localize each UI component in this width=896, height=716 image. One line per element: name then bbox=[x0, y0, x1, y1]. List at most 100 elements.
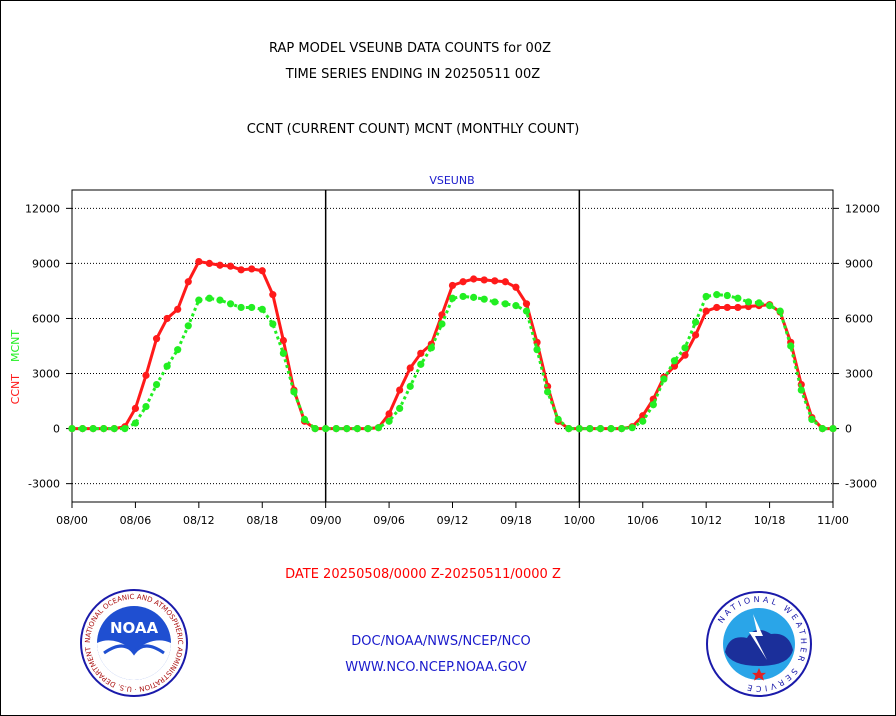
data-point-ccnt bbox=[237, 266, 245, 274]
series-group bbox=[68, 257, 837, 433]
data-point-mcnt bbox=[797, 386, 805, 394]
grid-lines bbox=[72, 207, 833, 485]
data-point-mcnt bbox=[713, 291, 721, 299]
y-tick-label-right: 0 bbox=[845, 423, 852, 436]
data-point-mcnt bbox=[596, 424, 605, 433]
data-point-mcnt bbox=[723, 291, 731, 300]
data-point-ccnt bbox=[216, 261, 224, 269]
x-tick-label: 10/00 bbox=[563, 514, 595, 527]
data-point-mcnt bbox=[459, 292, 467, 301]
noaa-logo: NATIONAL OCEANIC AND ATMOSPHERIC ADMINIS… bbox=[80, 589, 188, 697]
y-tick-label-left: 12000 bbox=[25, 202, 60, 215]
data-point-mcnt bbox=[649, 401, 657, 409]
x-tick-label: 09/18 bbox=[500, 514, 532, 527]
doc-noaa-link[interactable]: DOC/NOAA/NWS/NCEP/NCO bbox=[351, 634, 530, 649]
data-point-ccnt bbox=[417, 349, 425, 357]
nws-logo: NATIONAL WEATHER SERVICE bbox=[706, 591, 812, 697]
y-tick-label-right: 3000 bbox=[845, 368, 873, 381]
data-point-mcnt bbox=[586, 424, 594, 433]
data-point-mcnt bbox=[744, 298, 753, 306]
series-line-mcnt bbox=[72, 293, 833, 431]
data-point-mcnt bbox=[142, 402, 150, 411]
data-point-mcnt bbox=[184, 322, 192, 330]
data-point-ccnt bbox=[501, 278, 509, 286]
data-point-ccnt bbox=[174, 305, 182, 313]
data-point-ccnt bbox=[702, 307, 710, 315]
data-point-mcnt bbox=[691, 318, 700, 326]
data-point-mcnt bbox=[195, 296, 203, 304]
nco-website-link[interactable]: WWW.NCO.NCEP.NOAA.GOV bbox=[345, 660, 527, 675]
y-tick-label-left: -3000 bbox=[28, 478, 60, 491]
data-point-mcnt bbox=[681, 344, 689, 352]
data-point-ccnt bbox=[396, 386, 404, 394]
data-point-ccnt bbox=[459, 278, 467, 286]
data-point-ccnt bbox=[152, 335, 161, 343]
data-point-mcnt bbox=[734, 294, 742, 302]
data-point-mcnt bbox=[385, 417, 393, 425]
data-point-mcnt bbox=[776, 307, 784, 315]
series-mcnt bbox=[68, 291, 837, 433]
x-tick-label: 09/00 bbox=[310, 514, 342, 527]
data-point-mcnt bbox=[290, 388, 298, 396]
data-point-ccnt bbox=[723, 303, 731, 312]
noaa-logo-text: NOAA bbox=[110, 619, 159, 637]
data-point-ccnt bbox=[279, 336, 287, 345]
data-point-ccnt bbox=[512, 283, 520, 291]
data-point-ccnt bbox=[248, 265, 256, 273]
data-point-mcnt bbox=[787, 342, 795, 350]
data-point-ccnt bbox=[269, 291, 277, 299]
y-tick-label-left: 9000 bbox=[32, 257, 60, 270]
data-point-mcnt bbox=[575, 424, 583, 433]
title-line2: TIME SERIES ENDING IN 20250511 00Z bbox=[285, 67, 541, 82]
data-point-mcnt bbox=[406, 382, 414, 390]
ylabel-left: CCNT MCNT bbox=[9, 330, 22, 405]
data-point-mcnt bbox=[639, 417, 647, 425]
x-tick-label: 09/12 bbox=[437, 514, 469, 527]
data-point-mcnt bbox=[607, 424, 615, 433]
data-point-mcnt bbox=[618, 424, 626, 433]
data-point-ccnt bbox=[163, 314, 171, 323]
data-point-mcnt bbox=[152, 380, 161, 389]
data-point-mcnt bbox=[808, 415, 816, 424]
x-tick-label: 08/00 bbox=[56, 514, 88, 527]
title-line1: RAP MODEL VSEUNB DATA COUNTS for 00Z bbox=[269, 41, 551, 56]
data-point-mcnt bbox=[163, 362, 171, 370]
x-tick-label: 10/12 bbox=[690, 514, 722, 527]
data-point-mcnt bbox=[491, 298, 499, 306]
title-line3: CCNT (CURRENT COUNT) MCNT (MONTHLY COUNT… bbox=[247, 122, 580, 137]
y-tick-label-right: 12000 bbox=[845, 202, 880, 215]
data-point-ccnt bbox=[448, 281, 457, 290]
data-point-mcnt bbox=[818, 424, 827, 433]
data-point-mcnt bbox=[374, 424, 383, 432]
data-point-mcnt bbox=[174, 346, 182, 354]
data-point-mcnt bbox=[343, 424, 351, 433]
axes: -3000 -3000 0 0 3000 3000 6000 6000 9000 9000 1200… bbox=[25, 189, 880, 527]
data-point-mcnt bbox=[544, 388, 552, 396]
data-point-ccnt bbox=[258, 267, 266, 275]
data-point-mcnt bbox=[332, 424, 340, 433]
y-tick-label-right: 6000 bbox=[845, 312, 873, 325]
data-point-mcnt bbox=[628, 424, 636, 432]
data-point-ccnt bbox=[131, 404, 140, 412]
data-point-mcnt bbox=[765, 302, 774, 310]
data-point-ccnt bbox=[184, 278, 192, 286]
y-tick-label-left: 3000 bbox=[32, 368, 60, 381]
y-tick-label-right: 9000 bbox=[845, 257, 873, 270]
data-point-mcnt bbox=[216, 296, 224, 304]
data-point-mcnt bbox=[512, 302, 520, 310]
data-point-ccnt bbox=[205, 259, 214, 268]
data-point-mcnt bbox=[438, 320, 446, 328]
data-point-mcnt bbox=[248, 303, 256, 312]
date-range: DATE 20250508/0000 Z-20250511/0000 Z bbox=[285, 567, 561, 582]
data-point-mcnt bbox=[501, 300, 509, 308]
y-tick-label-left: 0 bbox=[53, 423, 60, 436]
data-point-mcnt bbox=[131, 419, 140, 427]
data-point-ccnt bbox=[226, 262, 235, 270]
x-tick-label: 08/06 bbox=[120, 514, 152, 527]
data-point-mcnt bbox=[670, 357, 679, 365]
data-point-ccnt bbox=[470, 275, 478, 283]
data-point-mcnt bbox=[110, 424, 118, 433]
data-point-mcnt bbox=[300, 415, 309, 424]
data-point-mcnt bbox=[554, 415, 562, 424]
